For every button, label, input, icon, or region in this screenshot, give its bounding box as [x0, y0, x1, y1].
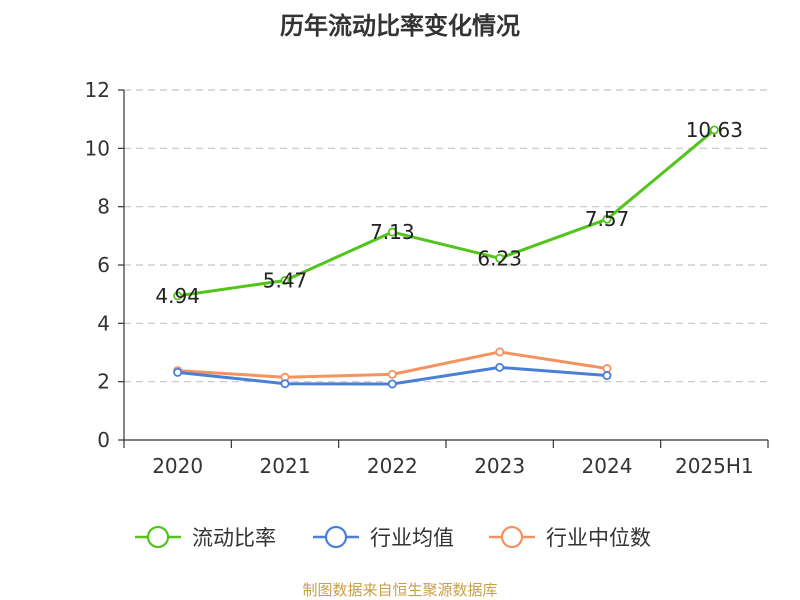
y-tick-label-6: 6: [97, 253, 110, 277]
y-tick-label-10: 10: [85, 136, 110, 160]
point-1-2021: [280, 379, 290, 389]
legend-label-0: 流动比率: [192, 526, 276, 550]
data-label-2021: 5.47: [263, 268, 308, 292]
y-tick-label-4: 4: [97, 311, 110, 335]
legend-marker-2: [500, 525, 524, 549]
data-label-2020: 4.94: [155, 284, 200, 308]
y-tick-label-2: 2: [97, 370, 110, 394]
series: [173, 125, 719, 389]
x-tick-label-2024: 2024: [582, 454, 633, 478]
x-tick-label-2020: 2020: [152, 454, 203, 478]
point-0-2022: [387, 227, 397, 237]
data-label-2024: 7.57: [585, 207, 630, 231]
series-line-0: [177, 128, 716, 298]
y-tick-label-12: 12: [85, 78, 110, 102]
point-1-2022: [387, 379, 397, 389]
legend-marker-1: [324, 525, 348, 549]
legend-marker-0: [146, 525, 170, 549]
legend-item-2: 行业中位数: [489, 525, 651, 550]
data-labels: 4.94 5.47 7.13 6.23 7.57 10.63: [155, 118, 743, 308]
point-2-2023: [495, 347, 505, 357]
grid: [124, 89, 768, 383]
data-label-2025H1: 10.63: [686, 118, 743, 142]
point-1-2024: [602, 371, 612, 381]
point-0-2024: [602, 214, 612, 224]
point-0-2020: [173, 291, 183, 301]
y-tick-label-0: 0: [97, 428, 110, 452]
source-note: 制图数据来自恒生聚源数据库: [302, 581, 498, 599]
y-tick-label-8: 8: [97, 195, 110, 219]
axes: 0 2 4 6 8 10 12 2020 2021 2022 2023 2024 2025H1: [85, 78, 769, 478]
legend-label-2: 行业中位数: [546, 526, 651, 550]
legend-item-0: 流动比率: [135, 525, 276, 550]
x-tick-label-2025H1: 2025H1: [675, 454, 754, 478]
point-0-2021: [280, 275, 290, 285]
legend-label-1: 行业均值: [370, 526, 454, 550]
point-1-2023: [495, 362, 505, 372]
point-1-2020: [173, 367, 183, 377]
x-tick-label-2023: 2023: [474, 454, 525, 478]
point-0-2025H1: [709, 125, 719, 135]
point-0-2023: [495, 253, 505, 263]
data-label-2023: 6.23: [477, 246, 522, 270]
legend-item-1: 行业均值: [313, 525, 454, 550]
legend: 流动比率 行业均值 行业中位数: [135, 525, 651, 550]
data-label-2022: 7.13: [370, 220, 415, 244]
chart-title: 历年流动比率变化情况: [280, 12, 520, 40]
x-tick-label-2022: 2022: [367, 454, 418, 478]
x-tick-label-2021: 2021: [260, 454, 311, 478]
point-2-2022: [387, 369, 397, 379]
